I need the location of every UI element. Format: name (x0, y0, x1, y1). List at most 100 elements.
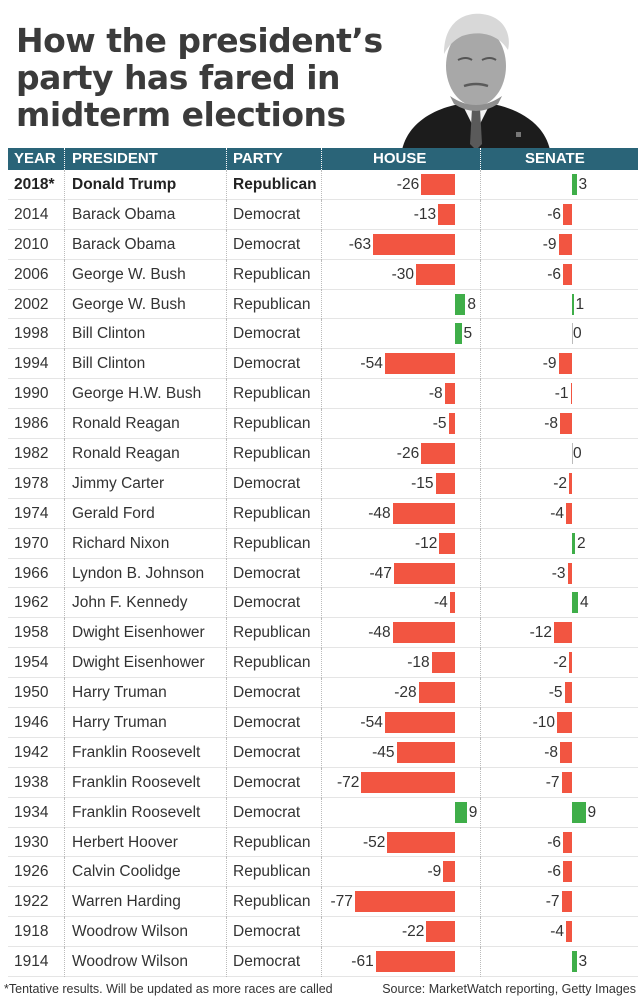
column-divider (321, 797, 322, 828)
house-bar (455, 801, 467, 823)
column-divider (321, 648, 322, 679)
column-divider (64, 857, 65, 888)
house-bar (448, 413, 455, 435)
column-divider (480, 229, 481, 260)
president-cell: Bill Clinton (72, 325, 146, 343)
table-row: 1986 Ronald Reagan Republican -5 -8 (8, 409, 638, 440)
party-cell: Democrat (233, 594, 301, 612)
column-divider (321, 229, 322, 260)
house-value: -61 (351, 953, 374, 971)
house-value: -22 (402, 923, 425, 941)
table-row: 1914 Woodrow Wilson Democrat -61 3 (8, 947, 638, 978)
party-cell: Republican (233, 265, 311, 283)
senate-value: -8 (544, 415, 558, 433)
president-cell: Dwight Eisenhower (72, 624, 205, 642)
senate-value: -2 (553, 654, 567, 672)
column-divider (226, 498, 227, 529)
senate-value: -7 (545, 773, 560, 791)
column-divider (226, 887, 227, 918)
column-divider (64, 917, 65, 948)
column-divider (64, 618, 65, 649)
house-bar (416, 263, 455, 285)
house-bar (392, 502, 455, 524)
party-cell: Republican (233, 504, 311, 522)
table-row: 2010 Barack Obama Democrat -63 -9 (8, 229, 638, 260)
column-divider (480, 588, 481, 619)
column-divider (226, 289, 227, 320)
column-divider (64, 229, 65, 260)
house-bar (455, 323, 462, 345)
party-cell: Democrat (233, 923, 301, 941)
senate-bar (558, 353, 572, 375)
column-divider (226, 827, 227, 858)
year-cell: 1934 (14, 803, 49, 821)
senate-value: -6 (547, 863, 561, 881)
party-cell: Democrat (233, 684, 301, 702)
year-cell: 1922 (14, 893, 49, 911)
party-cell: Democrat (233, 743, 301, 761)
column-divider (64, 678, 65, 709)
house-bar (392, 622, 455, 644)
column-divider (64, 498, 65, 529)
year-cell: 1974 (14, 504, 49, 522)
house-value: -72 (337, 773, 360, 791)
column-divider (226, 767, 227, 798)
senate-value: 3 (578, 953, 588, 971)
president-photo (398, 4, 554, 150)
table-row: 1990 George H.W. Bush Republican -8 -1 (8, 379, 638, 410)
year-cell: 1982 (14, 445, 49, 463)
year-cell: 1930 (14, 833, 49, 851)
column-divider (480, 827, 481, 858)
president-cell: George W. Bush (72, 265, 186, 283)
house-value: 8 (467, 295, 477, 313)
column-divider (321, 170, 322, 200)
year-cell: 1966 (14, 564, 49, 582)
senate-bar (554, 622, 572, 644)
column-divider (480, 857, 481, 888)
table-row: 1934 Franklin Roosevelt Democrat 9 9 (8, 797, 638, 828)
column-divider (321, 199, 322, 230)
column-divider (64, 319, 65, 350)
senate-bar (566, 502, 572, 524)
party-cell: Democrat (233, 325, 301, 343)
house-bar (449, 592, 455, 614)
year-cell: 1942 (14, 743, 49, 761)
house-value: -45 (372, 743, 395, 761)
column-divider (64, 558, 65, 589)
header-senate: SENATE (525, 150, 585, 167)
column-divider (64, 947, 65, 978)
column-divider (226, 558, 227, 589)
president-cell: John F. Kennedy (72, 594, 188, 612)
senate-bar (557, 712, 572, 734)
party-cell: Republican (233, 893, 311, 911)
column-divider (480, 289, 481, 320)
column-divider (321, 827, 322, 858)
year-cell: 2014 (14, 205, 49, 223)
column-divider (480, 648, 481, 679)
column-divider (480, 708, 481, 738)
president-cell: Harry Truman (72, 684, 167, 702)
table-row: 1946 Harry Truman Democrat -54 -10 (8, 708, 638, 738)
house-bar (418, 682, 455, 704)
house-value: -13 (413, 205, 437, 223)
president-cell: George H.W. Bush (72, 385, 202, 403)
house-bar (438, 203, 455, 225)
house-value: -26 (396, 176, 420, 193)
table-row: 1966 Lyndon B. Johnson Democrat -47 -3 (8, 558, 638, 589)
senate-value: -7 (545, 893, 560, 911)
table-row: 1918 Woodrow Wilson Democrat -22 -4 (8, 917, 638, 948)
senate-value: -5 (548, 684, 563, 702)
house-value: -63 (348, 235, 372, 253)
column-divider (321, 857, 322, 888)
house-bar (443, 861, 455, 883)
party-cell: Democrat (233, 714, 301, 732)
table-row: 1930 Herbert Hoover Republican -52 -6 (8, 827, 638, 858)
column-divider (321, 468, 322, 499)
house-value: -54 (360, 355, 383, 373)
senate-bar (561, 891, 572, 913)
column-divider (480, 259, 481, 290)
senate-value: -8 (544, 743, 558, 761)
column-divider (226, 259, 227, 290)
president-cell: Franklin Roosevelt (72, 803, 201, 821)
senate-value: 2 (577, 534, 586, 552)
